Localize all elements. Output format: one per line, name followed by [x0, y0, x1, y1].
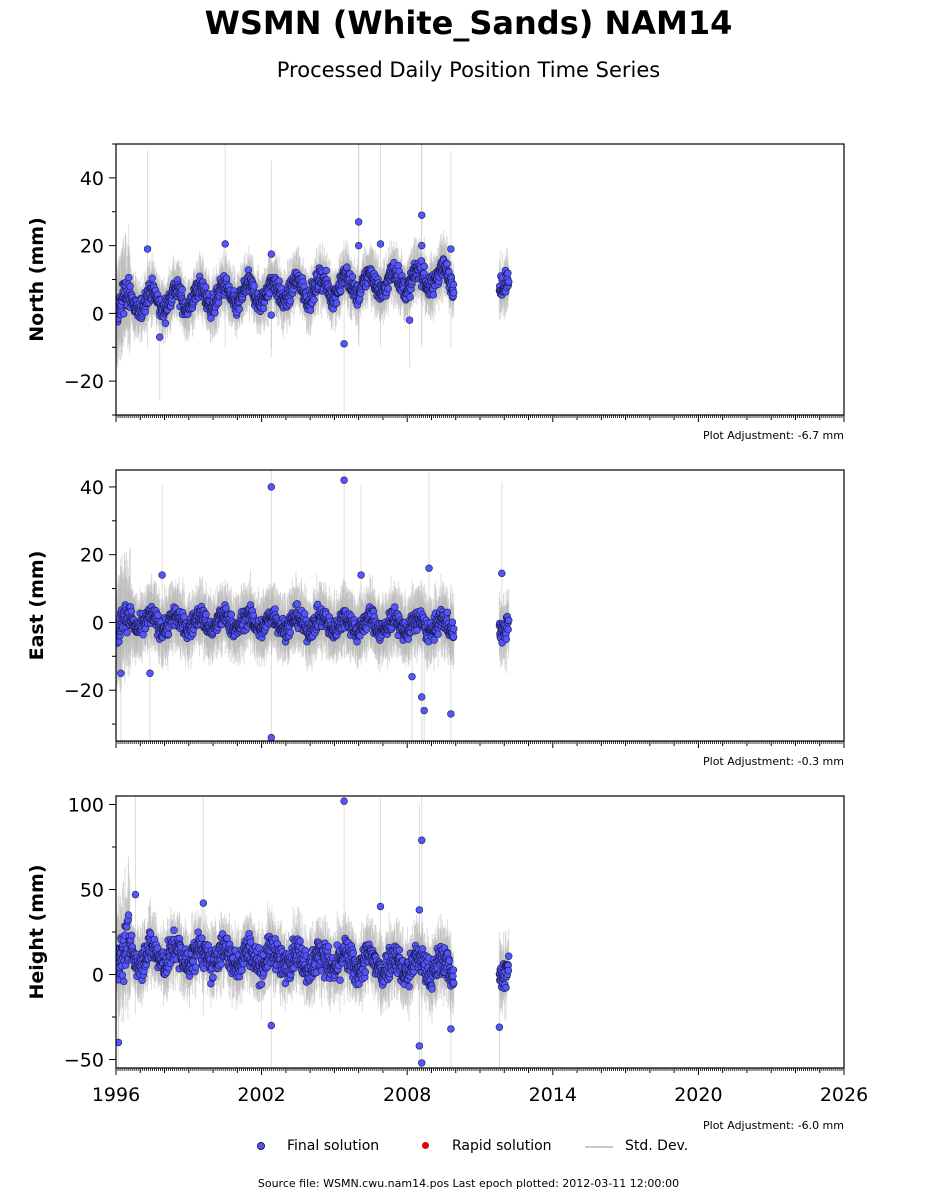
north-data-point — [418, 241, 426, 250]
north-y-tick-label: 40 — [80, 168, 104, 190]
north-data-point — [405, 316, 414, 324]
east-data-point — [180, 613, 188, 621]
north-data-point — [343, 263, 351, 271]
north-data-point — [376, 240, 385, 248]
north-y-tick-label: 20 — [80, 236, 104, 258]
north-data-point — [450, 289, 458, 297]
north-data-point — [504, 269, 512, 277]
north-data-point — [418, 211, 426, 219]
north-y-tick-label: 0 — [92, 303, 104, 325]
north-data-point — [420, 262, 428, 271]
north-data-point — [178, 285, 186, 294]
east-data-point — [123, 628, 131, 637]
north-data-point — [449, 280, 458, 289]
north-data-point — [429, 291, 438, 299]
north-y-tick-label: −20 — [64, 371, 104, 393]
north-data-point — [250, 282, 258, 290]
east-data — [116, 470, 513, 741]
east-data-point — [154, 611, 162, 620]
north-data-point — [406, 293, 414, 301]
east-data-point — [202, 610, 210, 619]
north-data-point — [125, 273, 133, 282]
north-data-point — [337, 287, 345, 295]
east-data-point — [139, 630, 147, 639]
north-data-point — [340, 340, 348, 348]
north-data-point — [211, 309, 219, 317]
north-data-point — [221, 240, 229, 248]
north-data-point — [235, 305, 244, 313]
north-y-axis-label: North (mm) — [26, 217, 48, 342]
north-data-point — [148, 274, 156, 282]
north-data-point — [306, 306, 315, 314]
north-data-point — [443, 260, 451, 268]
chart-title: WSMN (White_Sands) NAM14 — [204, 4, 733, 42]
north-data — [116, 144, 513, 412]
east-data-point — [227, 610, 236, 619]
north-panel: −20 0 20 40 North (mm) — [26, 143, 845, 422]
north-data-point — [354, 218, 363, 226]
north-data-point — [126, 282, 134, 290]
north-data-point — [384, 284, 392, 293]
north-data-point — [354, 241, 363, 250]
north-data-point — [259, 304, 268, 313]
north-data-point — [348, 273, 357, 281]
north-data-point — [161, 319, 170, 327]
north-data-point — [267, 250, 276, 258]
north-data-point — [155, 333, 164, 341]
north-data-point — [120, 310, 128, 318]
north-data-point — [447, 245, 455, 253]
north-data-point — [267, 311, 276, 319]
north-data-point — [505, 278, 513, 286]
east-data-point — [164, 630, 173, 639]
north-data-point — [322, 266, 330, 275]
north-data-point — [201, 283, 210, 291]
north-data-point — [310, 296, 318, 304]
north-data-point — [332, 299, 341, 307]
chart-subtitle: Processed Daily Position Time Series — [276, 58, 661, 82]
north-data-point — [222, 274, 231, 283]
north-data-point — [143, 245, 152, 253]
